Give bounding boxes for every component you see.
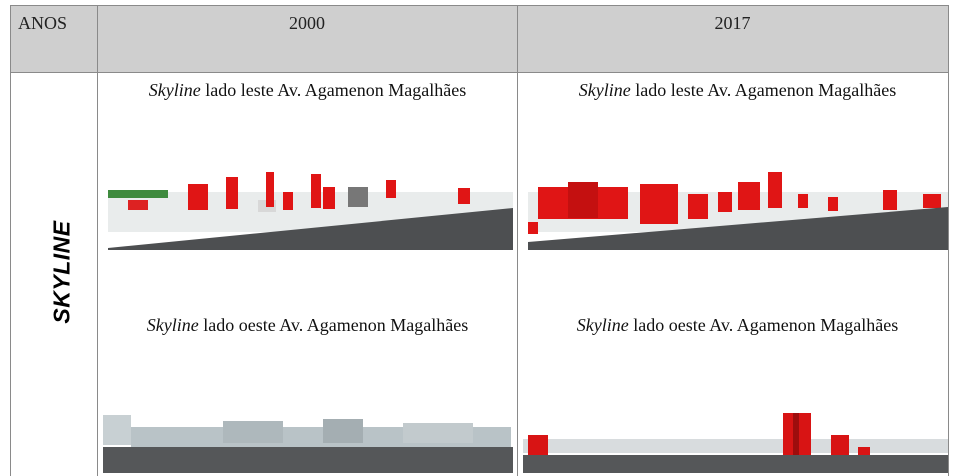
caption-emphasis: Skyline bbox=[578, 80, 631, 100]
caption-text: lado leste Av. Agamenon Magalhães bbox=[205, 80, 467, 100]
caption: Skyline lado oeste Av. Agamenon Magalhãe… bbox=[130, 305, 485, 345]
header-row bbox=[10, 5, 948, 72]
border bbox=[97, 5, 98, 476]
header-cell: ANOS bbox=[10, 5, 97, 72]
caption-emphasis: Skyline bbox=[146, 315, 199, 335]
skyline-image bbox=[108, 172, 513, 250]
header-text: ANOS bbox=[18, 13, 68, 33]
border bbox=[517, 5, 518, 476]
header-cell: 2017 bbox=[517, 5, 948, 72]
caption: Skyline lado leste Av. Agamenon Magalhãe… bbox=[560, 70, 915, 110]
skyline-image bbox=[528, 172, 948, 250]
border bbox=[10, 72, 948, 73]
skyline-image bbox=[523, 413, 948, 473]
header-text: 2017 bbox=[714, 13, 751, 33]
caption-emphasis: Skyline bbox=[576, 315, 629, 335]
caption-emphasis: Skyline bbox=[148, 80, 201, 100]
row-label: SKYLINE bbox=[48, 220, 75, 324]
caption-text: lado oeste Av. Agamenon Magalhães bbox=[203, 315, 469, 335]
header-cell: 2000 bbox=[97, 5, 517, 72]
border bbox=[10, 5, 948, 6]
caption-text: lado oeste Av. Agamenon Magalhães bbox=[633, 315, 899, 335]
header-text: 2000 bbox=[289, 13, 325, 33]
caption: Skyline lado oeste Av. Agamenon Magalhãe… bbox=[560, 305, 915, 345]
caption-text: lado leste Av. Agamenon Magalhães bbox=[635, 80, 897, 100]
skyline-image bbox=[103, 415, 513, 473]
border bbox=[10, 5, 11, 476]
caption: Skyline lado leste Av. Agamenon Magalhãe… bbox=[130, 70, 485, 110]
border bbox=[948, 5, 949, 476]
